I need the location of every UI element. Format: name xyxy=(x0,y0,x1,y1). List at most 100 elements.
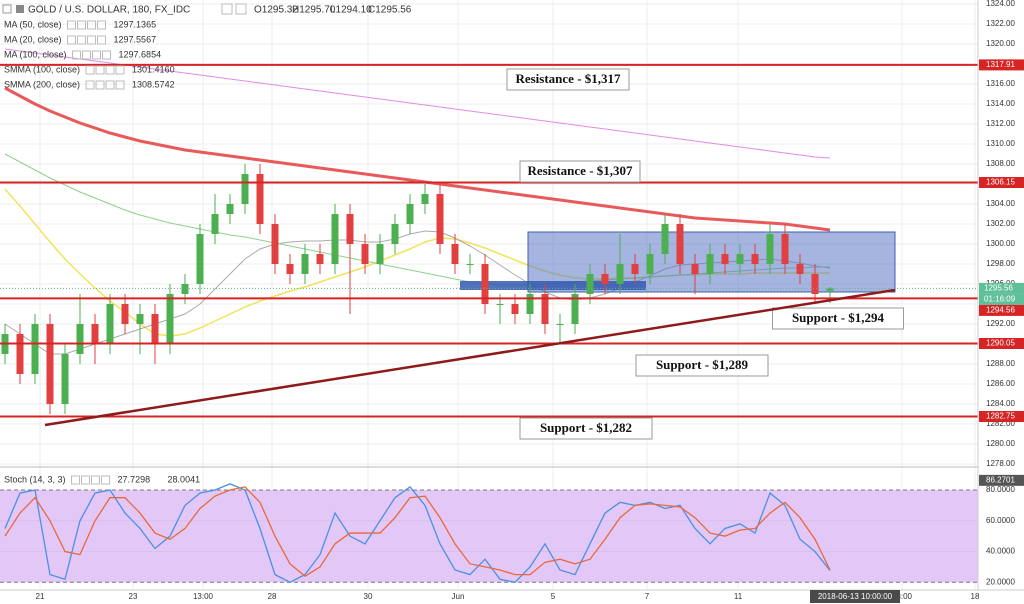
level-tag xyxy=(979,411,1024,422)
annotation-box xyxy=(635,354,769,377)
candle-body xyxy=(181,284,189,294)
range-bar xyxy=(460,281,646,290)
y-tick-label: 1320.00 xyxy=(986,39,1015,48)
axes: 1278.00 1280.00 1282.00 1284.00 1286.00 1288.… xyxy=(36,0,1024,603)
candle-body xyxy=(16,334,24,374)
x-tick-label: Jun xyxy=(452,592,465,601)
stoch-tick-label: 40.0000 xyxy=(986,547,1015,556)
candle-body xyxy=(466,264,474,265)
ohlc-value: H1295.70 xyxy=(292,5,336,16)
ohlc-value: L1294.10 xyxy=(330,5,372,16)
legend-button[interactable] xyxy=(115,80,125,90)
stoch-name: Stoch (14, 3, 3) xyxy=(4,474,66,484)
candle-body xyxy=(526,294,534,314)
cursor-label-box xyxy=(810,590,900,603)
legend-button[interactable] xyxy=(87,35,97,45)
annotation-label: Support - $1,294 xyxy=(792,310,885,325)
annotation-label: Support - $1,289 xyxy=(656,357,749,372)
ohlc-value: C1295.56 xyxy=(368,5,412,16)
last-price-label: 1295.56 xyxy=(984,284,1013,293)
candle-body xyxy=(436,194,444,244)
legend-button[interactable] xyxy=(95,80,105,90)
legend-name: SMMA (200, close) xyxy=(4,79,80,89)
y-tick-label: 1278.00 xyxy=(986,459,1015,468)
legend-button[interactable] xyxy=(102,50,112,60)
legend-button[interactable] xyxy=(82,50,92,60)
candle-body xyxy=(286,264,294,274)
moving-average-line xyxy=(4,48,831,159)
x-tick-label: 23 xyxy=(129,592,138,601)
candle-body xyxy=(691,264,699,274)
symbol-icon xyxy=(16,5,24,13)
annotation-box xyxy=(519,417,653,440)
candle-body xyxy=(346,214,354,244)
stoch-legend-value: 27.7298 xyxy=(118,474,151,484)
candle-body xyxy=(481,264,489,304)
candle-body xyxy=(826,288,834,291)
legend-button[interactable] xyxy=(72,50,82,60)
legend-button[interactable] xyxy=(221,3,233,15)
legend-button[interactable] xyxy=(97,20,107,30)
legend-button[interactable] xyxy=(85,80,95,90)
legend-button[interactable] xyxy=(77,35,87,45)
legend-button[interactable] xyxy=(105,65,115,75)
legend-button[interactable] xyxy=(92,50,102,60)
legend-button[interactable] xyxy=(87,20,97,30)
y-tick-label: 1312.00 xyxy=(986,119,1015,128)
candle-body xyxy=(226,204,234,214)
candle-body xyxy=(706,254,714,274)
stoch-tick-label: 60.0000 xyxy=(986,516,1015,525)
symbol-title: GOLD / U.S. DOLLAR, 180, FX_IDC xyxy=(28,5,190,16)
legend-value: 1297.1365 xyxy=(114,19,157,29)
candle-body xyxy=(106,304,114,344)
candle-body xyxy=(541,294,549,324)
cursor-label: 2018-06-13 10:00:00 xyxy=(818,592,893,601)
y-tick-label: 1302.00 xyxy=(986,219,1015,228)
legend-button[interactable] xyxy=(71,475,81,485)
candle-body xyxy=(196,234,204,284)
collapse-icon[interactable] xyxy=(2,4,12,14)
y-tick-label: 1286.00 xyxy=(986,379,1015,388)
legend-button[interactable] xyxy=(67,35,77,45)
stoch-panel xyxy=(0,483,978,584)
candle-body xyxy=(646,254,654,274)
legend-button[interactable] xyxy=(95,65,105,75)
candle-body xyxy=(271,224,279,264)
candle-body xyxy=(676,224,684,264)
candle-body xyxy=(331,214,339,264)
levels: Resistance - $1,317 Resistance - $1,307 Su… xyxy=(0,63,978,440)
legend-button[interactable] xyxy=(77,20,87,30)
legend-button[interactable] xyxy=(115,65,125,75)
legend-value: 1308.5742 xyxy=(132,79,175,89)
candle-body xyxy=(391,224,399,244)
legend-button[interactable] xyxy=(91,475,101,485)
legend-button[interactable] xyxy=(97,35,107,45)
trend-line xyxy=(44,288,896,427)
candle-body xyxy=(721,254,729,264)
y-tick-label: 1288.00 xyxy=(986,359,1015,368)
y-tick-label: 1280.00 xyxy=(986,439,1015,448)
candle-body xyxy=(316,254,324,264)
stoch-line xyxy=(4,486,831,577)
legend-button[interactable] xyxy=(85,65,95,75)
candle-body xyxy=(616,264,624,284)
candle-body xyxy=(91,324,99,344)
legend-button[interactable] xyxy=(101,475,111,485)
candle-body xyxy=(451,244,459,264)
level-tag-label: 1290.05 xyxy=(986,339,1015,348)
y-tick-label: 1304.00 xyxy=(986,199,1015,208)
candle-body xyxy=(376,244,384,264)
candles xyxy=(1,164,834,414)
candle-body xyxy=(361,244,369,264)
legend-button[interactable] xyxy=(67,20,77,30)
legend-button[interactable] xyxy=(105,80,115,90)
legend-button[interactable] xyxy=(81,475,91,485)
x-tick-label: 28 xyxy=(268,592,277,601)
y-tick-label: 1298.00 xyxy=(986,259,1015,268)
y-tick-label: 1314.00 xyxy=(986,99,1015,108)
candle-body xyxy=(496,304,504,305)
legend-button[interactable] xyxy=(235,3,247,15)
y-tick-label: 1282.00 xyxy=(986,419,1015,428)
last-price-tag xyxy=(979,282,1024,294)
